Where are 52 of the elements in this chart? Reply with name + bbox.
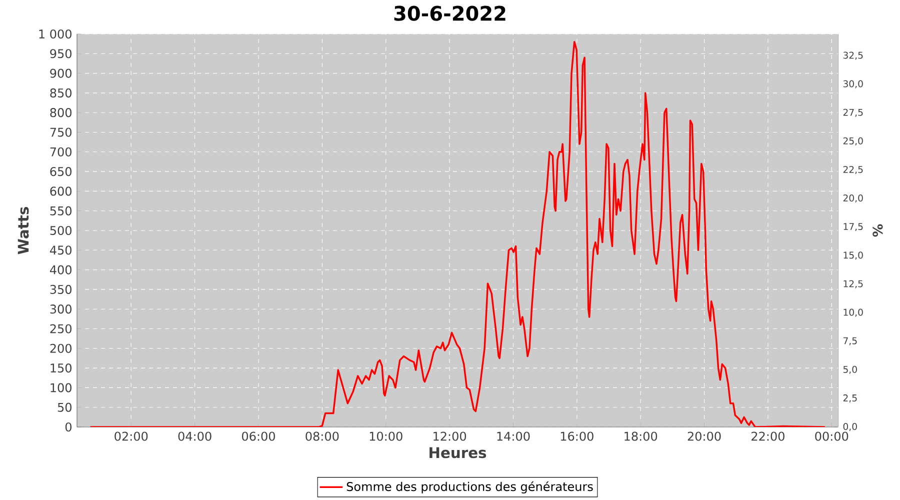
x-tick-label: 10:00	[370, 432, 402, 441]
y-tick-label: 650	[50, 167, 72, 176]
y-tick-label: 550	[50, 206, 72, 216]
y-tick-label: 1 000	[39, 29, 72, 39]
y-tick-label: 150	[50, 364, 72, 373]
x-tick-label: 12:00	[434, 432, 466, 441]
x-tick-label: 04:00	[178, 432, 212, 441]
x-tick-label: 18:00	[624, 432, 658, 441]
y2-tick-label: 27,5	[843, 108, 863, 117]
x-tick-label: 08:00	[306, 432, 339, 441]
x-axis-title: Heures	[430, 447, 486, 458]
y-tick-label: 450	[50, 246, 72, 255]
y2-axis-title: %	[872, 224, 883, 237]
y-tick-label: 900	[50, 68, 72, 78]
y2-tick-label: 32,5	[843, 52, 863, 60]
y-tick-label: 350	[50, 284, 72, 294]
y-tick-label: 400	[50, 265, 72, 274]
y2-tick-label: 20,0	[843, 194, 863, 203]
x-tick-label: 14:00	[497, 432, 530, 441]
y2-tick-label: 17,5	[844, 223, 863, 232]
y2-tick-label: 12,5	[844, 280, 863, 288]
x-tick-label: 22:00	[752, 432, 784, 441]
y-tick-label: 850	[50, 88, 72, 98]
y2-tick-label: 10,0	[844, 308, 863, 317]
y-tick-label: 0	[65, 422, 72, 432]
y2-tick-label: 2,5	[843, 394, 857, 402]
y-tick-label: 200	[50, 344, 72, 353]
y2-tick-label: 15,0	[844, 252, 863, 260]
y-tick-label: 500	[50, 226, 72, 236]
x-tick-label: 20:00	[688, 432, 721, 441]
legend-label: Somme des productions des générateurs	[346, 481, 593, 494]
y-tick-label: 750	[50, 128, 72, 137]
y-tick-label: 600	[50, 186, 72, 196]
y-axis-title: Watts	[18, 207, 29, 254]
y2-tick-label: 7,5	[844, 337, 857, 346]
y2-tick-label: 22,5	[843, 166, 863, 174]
y2-tick-label: 0,0	[843, 423, 857, 432]
y-tick-label: 300	[50, 304, 72, 314]
y2-tick-label: 30,0	[843, 80, 863, 88]
chart-title: 30-6-2022	[394, 6, 506, 21]
y-tick-label: 50	[58, 402, 72, 412]
y2-tick-label: 25,0	[843, 137, 863, 146]
y2-tick-label: 5,0	[843, 366, 857, 374]
x-tick-label: 00:00	[815, 432, 848, 441]
x-tick-label: 16:00	[560, 432, 594, 441]
y-tick-label: 950	[50, 49, 72, 58]
y-tick-label: 700	[50, 147, 72, 156]
y-tick-label: 800	[50, 108, 72, 118]
y-tick-label: 250	[50, 324, 72, 334]
y-tick-label: 100	[50, 383, 72, 392]
x-tick-label: 06:00	[242, 432, 275, 441]
x-tick-label: 02:00	[114, 432, 148, 441]
